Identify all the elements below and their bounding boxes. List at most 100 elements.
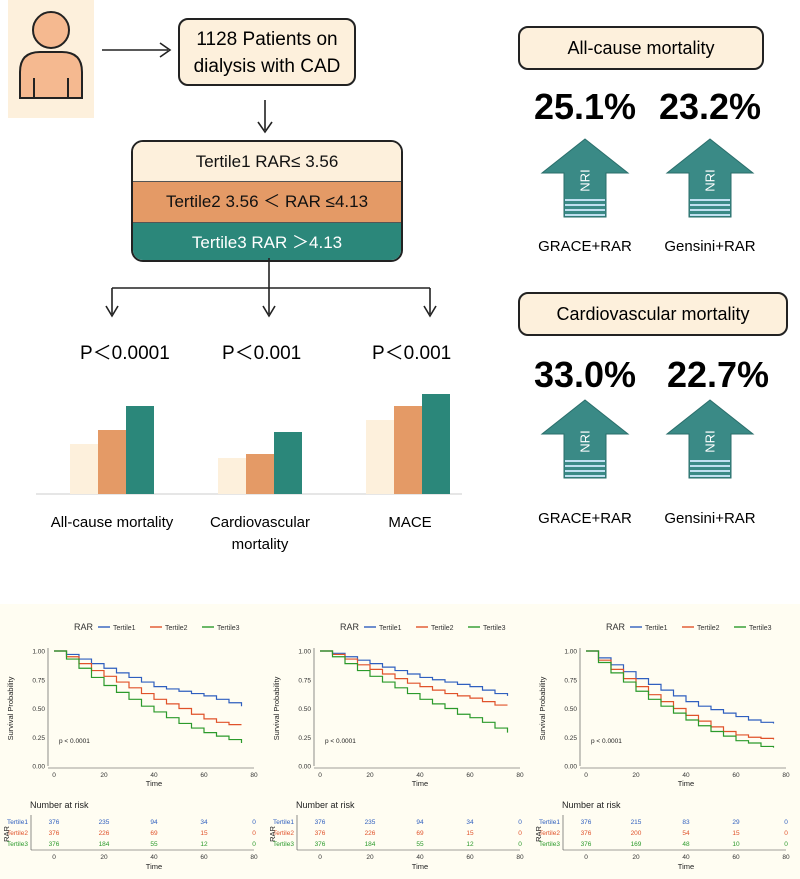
km-y-tick: 0.50 bbox=[564, 706, 577, 713]
km-section-bg bbox=[0, 604, 800, 879]
bar-tertile2-0 bbox=[98, 430, 126, 494]
km-x-tick: 20 bbox=[366, 772, 374, 779]
km-risk-value: 34 bbox=[466, 819, 474, 826]
bar-label-cardio-line2: mortality bbox=[231, 536, 289, 553]
nri-cardio-grace-label: GRACE+RAR bbox=[538, 510, 632, 527]
km-risk-value: 0 bbox=[784, 841, 788, 848]
km-curve-tertile1 bbox=[586, 650, 775, 724]
km-risk-value: 0 bbox=[252, 841, 256, 848]
km-risk-value: 69 bbox=[150, 830, 158, 837]
km-risk-value: 0 bbox=[784, 830, 788, 837]
km-x-tick: 60 bbox=[200, 772, 208, 779]
km-x-tick: 80 bbox=[782, 772, 790, 779]
km-risk-value: 15 bbox=[466, 830, 474, 837]
km-x-tick: 80 bbox=[250, 772, 258, 779]
nri-cardio-title: Cardiovascular mortality bbox=[518, 292, 788, 336]
km-risk-value: 55 bbox=[150, 841, 158, 848]
km-risk-value: 15 bbox=[732, 830, 740, 837]
km-risk-value: 0 bbox=[252, 830, 256, 837]
km-p-value: p < 0.0001 bbox=[59, 738, 90, 745]
km-risk-value: 12 bbox=[200, 841, 208, 848]
km-y-tick: 0.00 bbox=[298, 764, 311, 771]
bar-label-cardio-line1: Cardiovascular bbox=[209, 514, 311, 531]
nri-allcause-grace-value: 25.1% bbox=[533, 86, 637, 127]
km-y-tick: 0.50 bbox=[32, 706, 45, 713]
pvalue-allcause: P＜0.0001 bbox=[80, 343, 170, 364]
km-risk-x-tick: 80 bbox=[516, 854, 524, 861]
km-risk-x-tick: 60 bbox=[466, 854, 474, 861]
bar-tertile2-2 bbox=[394, 406, 422, 494]
tertile-stack: Tertile1 RAR≤ 3.56 Tertile2 3.56 ＜ RAR ≤… bbox=[131, 140, 403, 262]
km-risk-value: 12 bbox=[466, 841, 474, 848]
km-x-tick: 0 bbox=[584, 772, 588, 779]
arrow-right-icon bbox=[102, 42, 172, 58]
km-risk-y-label: RAR bbox=[2, 826, 11, 842]
bar-tertile1-2 bbox=[366, 420, 394, 494]
patients-line2: dialysis with CAD bbox=[193, 56, 341, 77]
bar-label-allcause-line1: All-cause mortality bbox=[50, 514, 174, 531]
km-risk-value: 376 bbox=[581, 830, 592, 837]
km-y-label: Survival Probability bbox=[538, 676, 547, 740]
km-y-tick: 0.25 bbox=[298, 735, 311, 742]
km-risk-value: 69 bbox=[416, 830, 424, 837]
nri-allcause-gensini-label: Gensini+RAR bbox=[664, 238, 756, 255]
km-risk-value: 169 bbox=[631, 841, 642, 848]
up-arrow-icon bbox=[540, 138, 630, 218]
km-risk-value: 215 bbox=[631, 819, 642, 826]
km-legend-title: RAR bbox=[606, 622, 626, 632]
km-risk-row-label: Tertile1 bbox=[539, 819, 560, 826]
km-legend-title: RAR bbox=[340, 622, 360, 632]
nri-allcause-gensini-arrow: NRI bbox=[665, 137, 755, 219]
bar-label-allcause: All-cause mortality bbox=[32, 512, 192, 534]
km-curve-tertile3 bbox=[54, 650, 243, 743]
km-risk-value: 184 bbox=[365, 841, 376, 848]
km-risk-row-label: Tertile2 bbox=[7, 830, 28, 837]
bar-tertile3-0 bbox=[126, 406, 154, 494]
km-x-tick: 0 bbox=[318, 772, 322, 779]
up-arrow-icon bbox=[665, 399, 755, 479]
km-risk-value: 55 bbox=[416, 841, 424, 848]
nri-arrow-text: NRI bbox=[702, 430, 718, 453]
km-risk-row-label: Tertile1 bbox=[273, 819, 294, 826]
km-risk-x-label: Time bbox=[678, 862, 694, 871]
km-curve-tertile2 bbox=[586, 650, 775, 740]
km-legend-label: Tertile2 bbox=[165, 625, 188, 632]
km-risk-value: 0 bbox=[784, 819, 788, 826]
bar-tertile1-1 bbox=[218, 458, 246, 494]
km-risk-row-label: Tertile2 bbox=[273, 830, 294, 837]
km-risk-x-tick: 40 bbox=[416, 854, 424, 861]
nri-arrow-text: NRI bbox=[577, 430, 593, 453]
km-curve-tertile2 bbox=[320, 650, 508, 706]
bar-tertile1-0 bbox=[70, 444, 98, 494]
km-y-tick: 1.00 bbox=[32, 649, 45, 656]
km-risk-x-label: Time bbox=[412, 862, 428, 871]
km-legend-label: Tertile2 bbox=[431, 625, 454, 632]
nri-arrow-text: NRI bbox=[702, 169, 718, 192]
km-legend-label: Tertile3 bbox=[483, 625, 506, 632]
km-risk-x-tick: 0 bbox=[584, 854, 588, 861]
up-arrow-icon bbox=[540, 399, 630, 479]
km-legend-label: Tertile3 bbox=[217, 625, 240, 632]
km-x-tick: 20 bbox=[100, 772, 108, 779]
km-x-label: Time bbox=[678, 779, 694, 788]
up-arrow-icon bbox=[665, 138, 755, 218]
km-risk-title: Number at risk bbox=[562, 800, 621, 810]
km-x-tick: 0 bbox=[52, 772, 56, 779]
patient-icon-panel bbox=[8, 0, 94, 118]
km-y-tick: 0.00 bbox=[32, 764, 45, 771]
branch-arrows bbox=[105, 258, 437, 318]
km-risk-x-label: Time bbox=[146, 862, 162, 871]
km-risk-x-tick: 0 bbox=[318, 854, 322, 861]
km-risk-value: 200 bbox=[631, 830, 642, 837]
km-risk-x-tick: 80 bbox=[782, 854, 790, 861]
nri-allcause-title: All-cause mortality bbox=[518, 26, 764, 70]
km-x-tick: 80 bbox=[516, 772, 524, 779]
km-x-tick: 40 bbox=[682, 772, 690, 779]
km-y-tick: 0.00 bbox=[564, 764, 577, 771]
patients-box: 1128 Patients on dialysis with CAD bbox=[178, 18, 356, 86]
km-x-tick: 40 bbox=[150, 772, 158, 779]
km-risk-value: 10 bbox=[732, 841, 740, 848]
km-risk-value: 376 bbox=[315, 830, 326, 837]
km-risk-value: 226 bbox=[99, 830, 110, 837]
km-risk-value: 184 bbox=[99, 841, 110, 848]
